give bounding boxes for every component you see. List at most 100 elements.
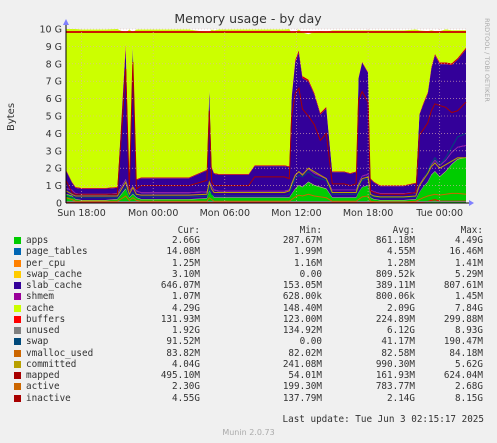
x-tick-label: Sun 18:00	[57, 208, 105, 219]
legend-name: page_tables	[26, 246, 88, 258]
legend-min: 82.02M	[288, 347, 322, 359]
legend-cur: 91.52M	[166, 336, 200, 348]
line-mapped	[65, 192, 467, 203]
legend-max: 84.18M	[449, 347, 483, 359]
legend-cur: 4.29G	[172, 302, 200, 314]
legend-name: per_cpu	[26, 257, 66, 269]
legend-cur: 83.82M	[166, 347, 200, 359]
legend-max: 624.04M	[443, 370, 483, 381]
legend-name: active	[26, 381, 60, 393]
legend-min: 148.40M	[282, 302, 322, 314]
munin-version: Munin 2.0.73	[222, 428, 275, 437]
legend-swatch	[14, 237, 21, 244]
legend-avg: 1.28M	[387, 257, 415, 269]
legend-cur: 131.93M	[160, 313, 200, 325]
y-tick-label: 10 G	[40, 25, 62, 36]
legend-cur: 1.25M	[172, 257, 200, 269]
area-cache	[66, 46, 466, 194]
legend-max: 16.46M	[449, 246, 483, 258]
area-top-band	[66, 31, 466, 33]
legend-cur: 4.55G	[172, 392, 200, 404]
grid-lines	[66, 28, 466, 203]
legend-header-min: Min:	[299, 225, 322, 236]
legend-avg: 2.14G	[387, 392, 415, 404]
legend-max: 8.93G	[455, 325, 483, 336]
legend-max: 190.47M	[443, 336, 483, 348]
y-tick-label: 0	[56, 199, 62, 210]
legend-swatch	[14, 360, 21, 368]
legend-avg: 161.93M	[375, 370, 415, 381]
legend-header-avg: Avg:	[392, 225, 415, 236]
x-tick-label: Mon 18:00	[343, 208, 393, 219]
y-tick-label: 4 G	[46, 129, 62, 140]
legend-min: 1.16M	[294, 257, 322, 269]
y-tick-labels: 0 1 G 2 G 3 G 4 G 5 G 6 G 7 G 8 G 9 G 10 G	[40, 25, 62, 210]
legend-cur: 4.04G	[172, 358, 200, 370]
legend-swatch	[14, 315, 21, 323]
legend-row-vmalloc-used: vmalloc_used 83.82M 82.02M 82.58M 84.18M	[0, 348, 497, 359]
legend-row-unused: unused 1.92G 134.92M 6.12G 8.93G	[0, 325, 497, 336]
legend-cur: 14.08M	[166, 246, 200, 258]
legend-min: 628.00k	[282, 291, 322, 303]
legend-row-inactive: inactive 4.55G 137.79M 2.14G 8.15G	[0, 393, 497, 404]
legend-name: vmalloc_used	[26, 347, 94, 359]
legend-max: 5.62G	[455, 358, 483, 370]
legend-row-page-tables: page_tables 14.08M 1.99M 4.55M 16.46M	[0, 246, 497, 257]
legend-avg: 800.06k	[375, 291, 415, 303]
legend-row-apps: apps 2.66G 287.67M 861.18M 4.49G	[0, 235, 497, 246]
legend-avg: 389.11M	[375, 280, 415, 291]
legend-min: 199.30M	[282, 381, 322, 393]
legend-name: buffers	[26, 313, 66, 325]
legend-swatch	[14, 327, 21, 334]
legend-name: apps	[26, 235, 49, 246]
legend-max: 5.29M	[455, 268, 483, 280]
line-committed	[65, 132, 467, 199]
line-active	[65, 157, 466, 198]
legend-row-active: active 2.30G 199.30M 783.77M 2.68G	[0, 381, 497, 392]
legend-row-buffers: buffers 131.93M 123.00M 224.89M 299.88M	[0, 314, 497, 325]
legend-min: 241.08M	[282, 358, 322, 370]
y-tick-label: 1 G	[46, 181, 62, 192]
last-update: Last update: Tue Jun 3 02:15:17 2025	[282, 414, 485, 425]
legend-avg: 224.89M	[375, 313, 415, 325]
legend-name: unused	[26, 325, 60, 336]
legend-swatch	[14, 270, 21, 278]
legend-max: 1.45M	[455, 291, 483, 303]
legend-row-committed: committed 4.04G 241.08M 990.30M 5.62G	[0, 359, 497, 370]
area-apps	[66, 157, 466, 203]
x-tick-label: Mon 06:00	[200, 208, 250, 219]
legend-max: 7.84G	[455, 302, 483, 314]
line-inactive	[65, 62, 467, 195]
y-tick-label: 7 G	[46, 77, 62, 88]
legend-cur: 495.10M	[160, 370, 200, 381]
chart-title: Memory usage - by day	[174, 11, 322, 26]
legend-name: committed	[26, 358, 77, 370]
x-axis-arrow	[469, 200, 474, 206]
legend-min: 1.99M	[294, 246, 322, 258]
legend-min: 287.67M	[282, 235, 322, 246]
legend-name: shmem	[26, 291, 54, 303]
legend-swatch	[14, 394, 21, 402]
legend-cur: 2.30G	[172, 381, 200, 393]
legend-row-cache: cache 4.29G 148.40M 2.09G 7.84G	[0, 303, 497, 314]
legend-cur: 1.07M	[172, 291, 200, 303]
legend-min: 134.92M	[282, 325, 322, 336]
legend-name: swap	[26, 336, 49, 348]
legend-swatch	[14, 248, 21, 256]
legend-swatch	[14, 372, 21, 379]
legend-cur: 2.66G	[172, 235, 200, 246]
legend-max: 1.41M	[455, 257, 483, 269]
legend-min: 137.79M	[282, 392, 322, 404]
y-tick-label: 3 G	[46, 146, 62, 157]
legend-min: 0.00	[299, 336, 322, 348]
legend-swatch	[14, 282, 21, 289]
legend-avg: 861.18M	[375, 235, 415, 246]
line-swap	[66, 199, 466, 203]
legend-header-cur: Cur:	[177, 225, 200, 236]
rrdtool-side-label: RRDTOOL / TOBI OETIKER	[483, 18, 491, 102]
legend-avg: 82.58M	[381, 347, 415, 359]
legend-avg: 6.12G	[387, 325, 415, 336]
x-tick-label: Mon 00:00	[128, 208, 178, 219]
legend-min: 0.00	[299, 268, 322, 280]
legend-name: swap_cache	[26, 268, 82, 280]
